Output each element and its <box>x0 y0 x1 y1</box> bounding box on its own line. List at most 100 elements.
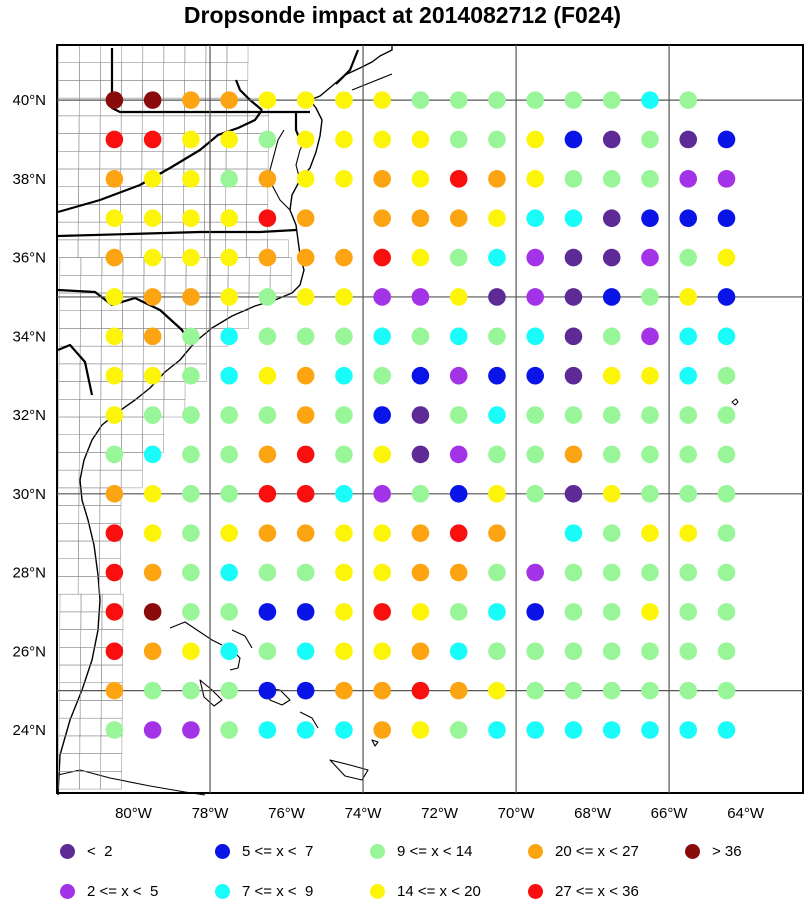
dropsonde-marker <box>641 366 659 385</box>
longitude-tick-label: 78°W <box>192 805 230 822</box>
legend-swatch <box>528 883 543 899</box>
dropsonde-marker <box>373 91 391 109</box>
dropsonde-marker <box>258 91 277 109</box>
longitude-tick-label: 66°W <box>651 805 689 822</box>
dropsonde-marker <box>602 209 621 228</box>
dropsonde-marker <box>641 642 659 661</box>
dropsonde-marker <box>411 603 430 621</box>
dropsonde-marker <box>526 130 545 149</box>
dropsonde-marker <box>602 170 621 188</box>
dropsonde-marker <box>182 445 200 464</box>
dropsonde-marker <box>373 406 391 424</box>
dropsonde-marker <box>105 563 124 582</box>
dropsonde-marker <box>488 681 506 700</box>
dropsonde-marker <box>679 130 698 149</box>
dropsonde-marker <box>143 288 162 306</box>
dropsonde-marker <box>373 721 391 739</box>
dropsonde-marker <box>373 603 391 621</box>
dropsonde-marker <box>679 642 698 661</box>
dropsonde-marker <box>641 327 659 346</box>
dropsonde-marker <box>335 721 353 739</box>
dropsonde-marker <box>296 406 315 424</box>
dropsonde-marker <box>296 524 315 542</box>
dropsonde-marker <box>411 445 430 464</box>
longitude-tick-label: 74°W <box>345 805 383 822</box>
dropsonde-marker <box>717 209 736 228</box>
dropsonde-marker <box>220 721 238 739</box>
dropsonde-marker <box>564 288 583 306</box>
dropsonde-marker <box>679 406 698 424</box>
dropsonde-marker <box>373 681 391 700</box>
dropsonde-marker <box>449 366 468 385</box>
dropsonde-marker <box>602 681 621 700</box>
dropsonde-marker <box>411 721 430 739</box>
dropsonde-marker <box>220 288 238 306</box>
dropsonde-marker <box>335 603 353 621</box>
dropsonde-marker <box>373 170 391 188</box>
dropsonde-marker <box>411 248 430 267</box>
latitude-tick-label: 34°N <box>12 328 46 345</box>
dropsonde-marker <box>488 445 506 464</box>
dropsonde-marker <box>143 603 162 621</box>
dropsonde-marker <box>449 288 468 306</box>
dropsonde-marker <box>105 524 124 542</box>
dropsonde-marker <box>449 170 468 188</box>
dropsonde-marker <box>488 248 506 267</box>
dropsonde-marker <box>335 327 353 346</box>
longitude-tick-label: 72°W <box>421 805 459 822</box>
dropsonde-marker <box>296 170 315 188</box>
dropsonde-marker <box>105 248 124 267</box>
dropsonde-marker <box>258 288 277 306</box>
dropsonde-marker <box>717 485 736 503</box>
dropsonde-marker <box>296 485 315 503</box>
dropsonde-marker <box>182 130 200 149</box>
legend-swatch <box>60 843 75 859</box>
dropsonde-marker <box>143 170 162 188</box>
dropsonde-marker <box>220 248 238 267</box>
dropsonde-marker <box>335 366 353 385</box>
dropsonde-marker <box>526 642 545 661</box>
dropsonde-marker <box>717 288 736 306</box>
dropsonde-marker <box>679 721 698 739</box>
dropsonde-marker <box>526 170 545 188</box>
dropsonde-marker <box>526 288 545 306</box>
dropsonde-marker <box>717 642 736 661</box>
dropsonde-marker <box>449 524 468 542</box>
county-lines-layer <box>56 44 292 790</box>
dropsonde-marker <box>182 603 200 621</box>
dropsonde-marker <box>143 485 162 503</box>
dropsonde-marker <box>182 524 200 542</box>
legend-swatch <box>370 843 385 859</box>
dropsonde-marker <box>641 603 659 621</box>
dropsonde-marker <box>449 130 468 149</box>
dropsonde-marker <box>335 248 353 267</box>
legend-swatch <box>370 883 385 899</box>
dropsonde-marker <box>335 130 353 149</box>
dropsonde-marker <box>143 406 162 424</box>
dropsonde-marker <box>564 603 583 621</box>
dropsonde-marker <box>564 209 583 228</box>
dropsonde-marker <box>717 366 736 385</box>
dropsonde-marker <box>182 406 200 424</box>
dropsonde-marker <box>220 445 238 464</box>
dropsonde-marker <box>564 445 583 464</box>
dropsonde-marker <box>105 366 124 385</box>
legend-item: 27 <= x < 36 <box>528 881 639 901</box>
dropsonde-marker <box>488 327 506 346</box>
dropsonde-marker <box>335 681 353 700</box>
dropsonde-marker <box>335 485 353 503</box>
dropsonde-marker <box>296 91 315 109</box>
longitude-tick-label: 80°W <box>115 805 153 822</box>
dropsonde-marker <box>717 406 736 424</box>
dropsonde-marker <box>717 721 736 739</box>
dropsonde-marker <box>105 445 124 464</box>
dropsonde-marker <box>564 91 583 109</box>
dropsonde-marker <box>258 327 277 346</box>
dropsonde-marker <box>717 563 736 582</box>
dropsonde-marker <box>679 485 698 503</box>
dropsonde-marker <box>641 91 659 109</box>
dropsonde-marker <box>564 485 583 503</box>
dropsonde-marker <box>564 248 583 267</box>
dropsonde-marker <box>258 366 277 385</box>
